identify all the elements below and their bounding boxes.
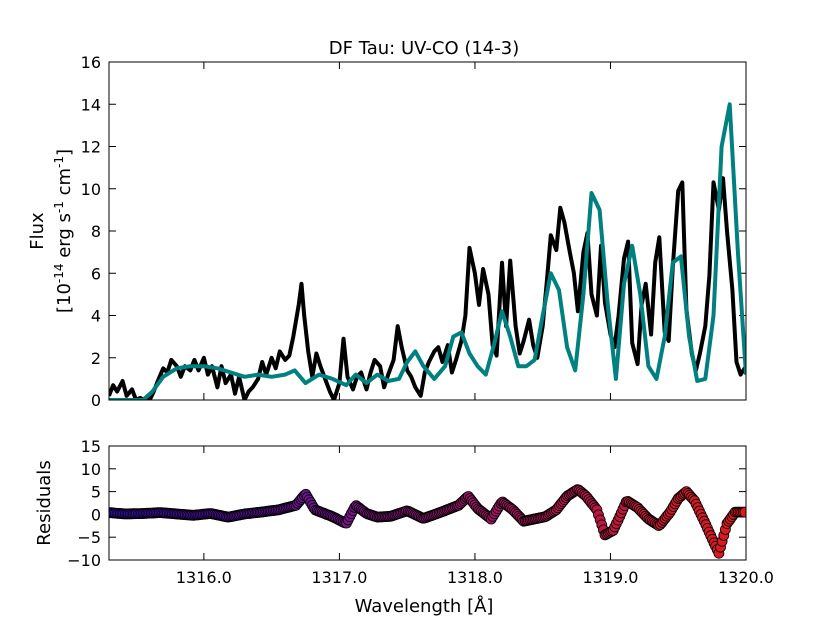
- residuals-y-tick-label: 10: [81, 460, 101, 479]
- x-tick-label: 1318.0: [447, 568, 503, 587]
- superscript: -14: [52, 263, 66, 283]
- x-axis-label: Wavelength [Å]: [355, 595, 494, 617]
- flux-y-units-label: [10-14 erg s-1 cm-1]: [52, 149, 75, 313]
- x-tick-label: 1316.0: [176, 568, 232, 587]
- flux-y-tick-label: 2: [91, 349, 101, 368]
- flux-y-tick-label: 8: [91, 222, 101, 241]
- residuals-y-tick-labels: −10 −5 0 5 10 15: [67, 437, 101, 570]
- superscript: -1: [52, 201, 66, 213]
- model-flux-line: [109, 102, 746, 400]
- residuals-y-label: Residuals: [34, 460, 55, 545]
- residuals-axes-frame: [108, 445, 747, 561]
- residuals-panel: −10 −5 0 5 10 15 1316.0 1317.0 1318.0 1319.0 1320…: [34, 437, 774, 617]
- residual-points: [109, 484, 746, 559]
- residuals-y-tick-label: −10: [67, 551, 101, 570]
- label-part: cm: [54, 168, 75, 201]
- flux-axes-frame: [108, 61, 747, 401]
- flux-y-tick-label: 4: [91, 307, 101, 326]
- flux-tick-marks: [109, 61, 747, 401]
- flux-y-label: Flux: [27, 212, 48, 250]
- flux-y-tick-label: 6: [91, 264, 101, 283]
- observed-flux-line: [109, 176, 746, 400]
- residual-point: [739, 506, 746, 518]
- label-part: ]: [54, 149, 75, 156]
- x-tick-label: 1320.0: [718, 568, 774, 587]
- flux-y-tick-labels: 0 2 4 6 8 10 12 14 16: [81, 53, 101, 410]
- flux-y-tick-label: 12: [81, 138, 101, 157]
- residuals-y-tick-label: −5: [77, 528, 101, 547]
- chart-title: DF Tau: UV-CO (14-3): [329, 38, 519, 59]
- flux-y-tick-label: 10: [81, 180, 101, 199]
- x-tick-label: 1319.0: [582, 568, 638, 587]
- residuals-y-tick-label: 5: [91, 483, 101, 502]
- residuals-tick-marks: [109, 445, 747, 561]
- residuals-y-tick-label: 15: [81, 437, 101, 456]
- flux-y-tick-label: 14: [81, 95, 101, 114]
- label-part: erg s: [54, 213, 75, 263]
- flux-y-tick-label: 16: [81, 53, 101, 72]
- residuals-y-tick-label: 0: [91, 505, 101, 524]
- label-part: [10: [54, 283, 75, 313]
- superscript: -1: [52, 156, 66, 168]
- flux-y-tick-label: 0: [91, 391, 101, 410]
- residuals-x-tick-labels: 1316.0 1317.0 1318.0 1319.0 1320.0: [176, 568, 774, 587]
- x-tick-label: 1317.0: [311, 568, 367, 587]
